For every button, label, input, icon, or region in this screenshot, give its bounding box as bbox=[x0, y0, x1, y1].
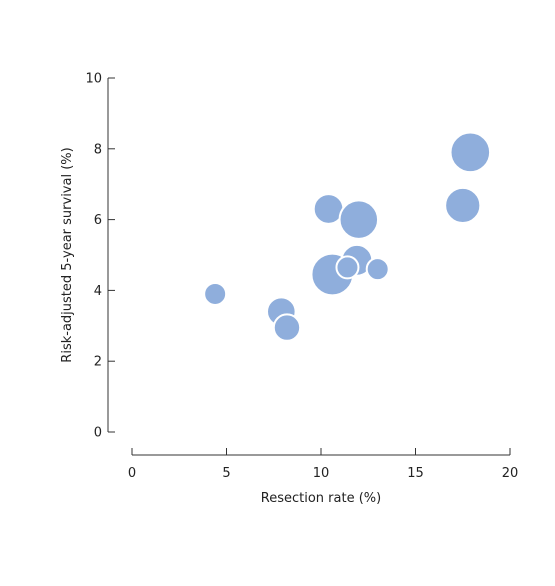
x-tick-label: 0 bbox=[128, 466, 136, 481]
y-axis: 0 2 4 6 8 10 bbox=[85, 72, 115, 441]
bubble-point bbox=[365, 257, 390, 282]
y-axis-title: Risk-adjusted 5-year survival (%) bbox=[60, 147, 75, 362]
y-tick-label: 6 bbox=[94, 213, 102, 228]
x-axis: 0 5 10 15 20 bbox=[128, 448, 518, 481]
x-tick-label: 20 bbox=[502, 466, 519, 481]
y-tick-label: 8 bbox=[94, 142, 102, 157]
y-tick-label: 4 bbox=[94, 284, 102, 299]
x-axis-title: Resection rate (%) bbox=[261, 491, 381, 506]
bubble-point bbox=[335, 255, 360, 280]
x-tick-label: 5 bbox=[222, 466, 230, 481]
bubble-point bbox=[449, 131, 492, 174]
x-tick-label: 10 bbox=[313, 466, 330, 481]
bubble-point bbox=[272, 313, 302, 342]
y-tick-label: 0 bbox=[94, 426, 102, 441]
bubble-point bbox=[338, 199, 380, 240]
bubble-point bbox=[444, 186, 482, 225]
bubble-point bbox=[203, 281, 228, 306]
y-tick-label: 10 bbox=[85, 72, 102, 87]
x-tick-label: 15 bbox=[407, 466, 424, 481]
bubble-layer bbox=[203, 131, 492, 342]
y-tick-label: 2 bbox=[94, 355, 102, 370]
